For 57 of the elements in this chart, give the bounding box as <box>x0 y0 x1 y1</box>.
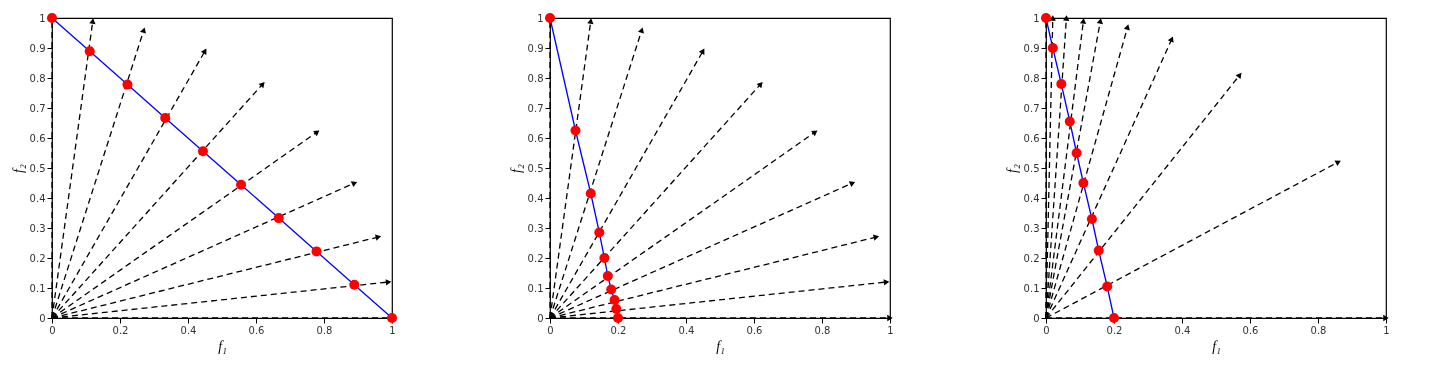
x-tick-label: 0.8 <box>814 324 831 336</box>
y-tick-label: 0.7 <box>1023 102 1040 114</box>
y-tick-label: 0 <box>39 312 46 324</box>
x-tick-label: 0.2 <box>112 324 129 336</box>
x-axis-title: f₁ <box>716 338 725 354</box>
y-tick-label: 1 <box>537 12 544 24</box>
x-tick-label: 0.6 <box>1242 324 1259 336</box>
y-tick-label: 0.6 <box>29 132 46 144</box>
y-tick-label: 0.2 <box>527 252 544 264</box>
y-tick-label: 0.1 <box>29 282 46 294</box>
y-tick-label: 0 <box>537 312 544 324</box>
y-tick-label: 0.9 <box>1023 42 1040 54</box>
x-tick-label: 0 <box>1043 324 1050 336</box>
x-tick-label: 1 <box>1383 324 1390 336</box>
y-tick-label: 0.8 <box>29 72 46 84</box>
x-tick-label: 0.6 <box>746 324 763 336</box>
y-tick-label: 0.3 <box>1023 222 1040 234</box>
x-tick-label: 0.4 <box>180 324 197 336</box>
x-tick-label: 1 <box>887 324 894 336</box>
x-axis-title: f₁ <box>1212 338 1221 354</box>
y-tick-label: 0.6 <box>527 132 544 144</box>
y-tick-label: 0.1 <box>1023 282 1040 294</box>
y-tick-label: 0.6 <box>1023 132 1040 144</box>
y-tick-label: 0.3 <box>29 222 46 234</box>
y-tick-label: 0 <box>1033 312 1040 324</box>
x-tick-label: 0.2 <box>610 324 627 336</box>
y-tick-label: 0.1 <box>527 282 544 294</box>
y-tick-label: 0.3 <box>527 222 544 234</box>
x-tick-label: 0 <box>547 324 554 336</box>
y-axis-title: f₂ <box>10 163 26 173</box>
y-tick-label: 0.5 <box>1023 162 1040 174</box>
x-tick-label: 0.8 <box>316 324 333 336</box>
x-axis-title: f₁ <box>218 338 227 354</box>
y-tick-label: 0.8 <box>1023 72 1040 84</box>
y-tick-label: 1 <box>1033 12 1040 24</box>
y-tick-label: 0.5 <box>527 162 544 174</box>
y-tick-label: 1 <box>39 12 46 24</box>
x-tick-label: 0 <box>49 324 56 336</box>
x-tick-label: 0.4 <box>1174 324 1191 336</box>
x-tick-label: 0.2 <box>1106 324 1123 336</box>
x-tick-label: 1 <box>389 324 396 336</box>
y-tick-label: 0.2 <box>29 252 46 264</box>
y-tick-label: 0.2 <box>1023 252 1040 264</box>
y-axis-title: f₂ <box>508 163 524 173</box>
y-tick-label: 0.7 <box>527 102 544 114</box>
y-tick-label: 0.4 <box>1023 192 1040 204</box>
y-axis-title: f₂ <box>1004 163 1020 173</box>
x-tick-label: 0.6 <box>248 324 265 336</box>
y-tick-label: 0.4 <box>29 192 46 204</box>
y-tick-label: 0.9 <box>29 42 46 54</box>
x-tick-label: 0.8 <box>1310 324 1327 336</box>
y-tick-label: 0.8 <box>527 72 544 84</box>
y-tick-label: 0.5 <box>29 162 46 174</box>
y-tick-label: 0.9 <box>527 42 544 54</box>
y-tick-label: 0.4 <box>527 192 544 204</box>
y-tick-label: 0.7 <box>29 102 46 114</box>
x-tick-label: 0.4 <box>678 324 695 336</box>
